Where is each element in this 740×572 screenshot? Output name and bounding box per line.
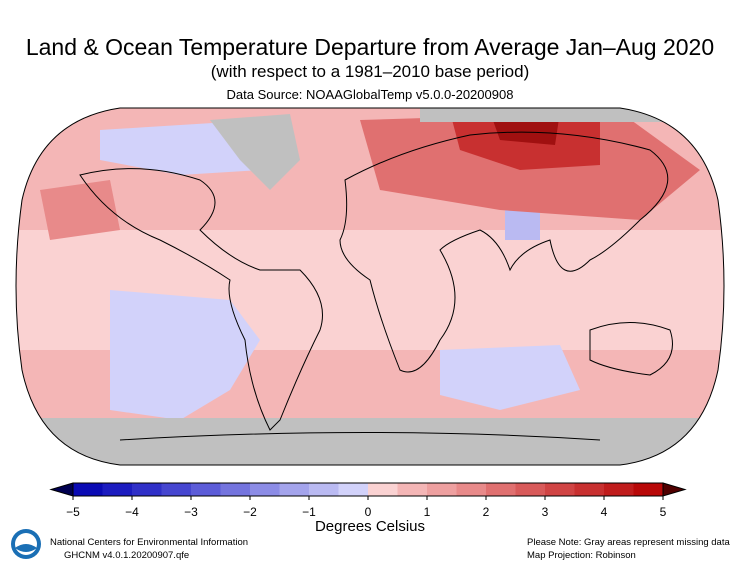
indian-ocean-cool-region [440, 345, 580, 410]
canada-cool-region [100, 120, 260, 175]
missing-data-greenland [210, 114, 300, 190]
colorbar-tick-label: 2 [482, 505, 490, 519]
colorbar-tick-label: −3 [184, 505, 198, 519]
colorbar-bin [250, 483, 280, 496]
colorbar-bin [279, 483, 310, 496]
colorbar-bin [309, 483, 339, 496]
map-subtitle: (with respect to a 1981–2010 base period… [210, 62, 530, 81]
colorbar-over-arrow [662, 482, 687, 497]
colorbar-tick-label: −4 [125, 505, 139, 519]
colorbar-bin [73, 483, 103, 496]
colorbar-tick-label: 3 [541, 505, 549, 519]
dataset-version: GHCNM v4.0.1.20200907.qfe [64, 550, 190, 561]
colorbar-tick-label: −5 [66, 505, 80, 519]
colorbar-bin [338, 483, 369, 496]
colorbar-under-arrow [49, 482, 74, 497]
colorbar-bin [633, 483, 664, 496]
india-cool-region [505, 210, 540, 240]
missing-data-note: Please Note: Gray areas represent missin… [527, 537, 730, 548]
colorbar-bin [574, 483, 605, 496]
missing-data-arctic [420, 108, 724, 122]
colorbar-bin [368, 483, 398, 496]
colorbar-tick-label: 5 [659, 505, 667, 519]
coastlines [79, 131, 673, 441]
colorbar-bin [397, 483, 428, 496]
colorbar-tick-label: 0 [364, 505, 372, 519]
colorbar-bin [604, 483, 634, 496]
colorbar-bin [161, 483, 192, 496]
north-pacific-warm-region [40, 180, 120, 240]
colorbar-bin [486, 483, 516, 496]
colorbar-bin [545, 483, 575, 496]
pacific-cool-region [110, 290, 260, 420]
noaa-logo [11, 529, 41, 559]
colorbar-bin [456, 483, 487, 496]
map-border [15, 107, 725, 466]
colorbar-bin [132, 483, 162, 496]
colorbar [49, 482, 687, 500]
data-source: Data Source: NOAAGlobalTemp v5.0.0-20200… [226, 87, 514, 102]
colorbar-tick-label: 4 [600, 505, 608, 519]
colorbar-bin [220, 483, 251, 496]
missing-data-antarctica [16, 418, 724, 465]
anomaly-map [15, 107, 725, 500]
colorbar-bin [102, 483, 133, 496]
org-name: National Centers for Environmental Infor… [50, 537, 249, 548]
colorbar-label: Degrees Celsius [314, 518, 426, 535]
colorbar-bin [191, 483, 221, 496]
colorbar-bin [515, 483, 546, 496]
projection-note: Map Projection: Robinson [527, 550, 636, 561]
colorbar-bin [427, 483, 457, 496]
colorbar-tick-label: −1 [302, 505, 316, 519]
map-title: Land & Ocean Temperature Departure from … [25, 34, 715, 60]
colorbar-tick-label: −2 [243, 505, 257, 519]
colorbar-tick-label: 1 [423, 505, 431, 519]
